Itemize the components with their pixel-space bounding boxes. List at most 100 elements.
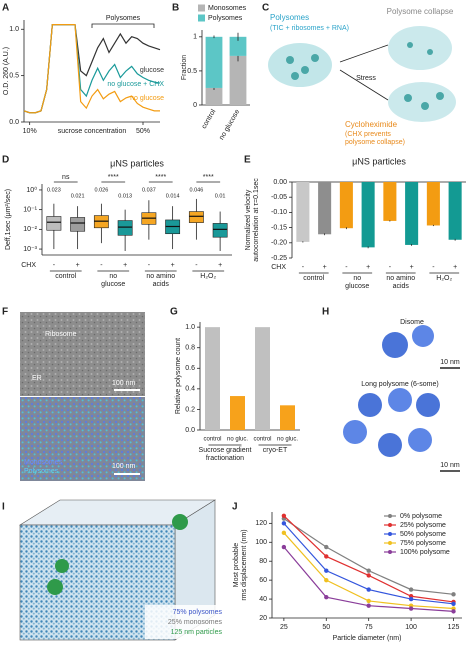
point [451,601,456,607]
bar [230,396,245,430]
x-tick-label: 10% [23,128,37,135]
x-tick-label: 50 [322,624,330,631]
significance: **** [203,174,214,181]
y-axis-label: Normalized velocity [245,189,252,250]
point [324,544,329,550]
legend-marker [388,550,392,554]
y-tick-label: 120 [255,520,267,527]
ribosome [421,102,429,110]
legend-label: Monosomes [208,5,247,12]
point [408,587,414,592]
y-tick-label: 0.0 [185,427,195,434]
annotation: Polysomes [106,15,141,22]
bar [318,182,332,235]
group-label: acids [153,281,170,288]
point [324,554,329,559]
chart-title: μNS particles [110,158,164,168]
ribosome-blob [382,332,408,358]
label: Polysomes [270,13,309,22]
chx-sign: - [148,262,151,269]
point [451,592,456,597]
chx-sign: - [389,264,392,271]
y-tick-label: 10⁰ [26,186,37,194]
point [366,598,371,604]
y-tick-label: -0.05 [271,194,287,201]
bar [296,182,310,242]
point [324,568,329,573]
group-label: Sucrose gradient [199,447,252,454]
legend-label: 25% monosomes [168,619,223,626]
collapsed-cluster [388,26,452,70]
y-tick-label: -0.20 [271,240,287,247]
label: Ribosome [45,331,77,338]
bar [280,405,295,430]
point [281,530,287,536]
bar [426,182,440,226]
panel-label: B [172,3,179,14]
ribosome-blob [388,388,412,412]
particle [55,559,69,573]
chx-label: CHX [21,262,36,269]
y-tick-label: 100 [255,539,267,546]
chx-sign: - [100,262,103,269]
y-axis-label: O.D. 260 (A.U.) [3,47,10,95]
panel-label: G [170,307,178,318]
x-tick-label: 25 [280,624,288,631]
panel-label: H [322,307,329,318]
significance: ns [62,174,70,181]
box [188,211,204,223]
scale-label: 10 nm [440,359,460,366]
label: Monosomes [24,459,63,466]
group-label: no [109,273,117,280]
y-tick-label: 0.8 [185,345,195,352]
ribosome-blob [343,420,367,444]
group-label: cryo-ET [263,447,288,454]
label: (TIC + ribosomes + RNA) [270,25,349,32]
legend-label: 0% polysome [400,513,442,520]
median-label: 0.014 [166,193,180,199]
chx-sign: + [410,264,414,271]
chx-sign: - [195,262,198,269]
ribosome [301,66,309,74]
panel-c: C Polysomes (TIC + ribosomes + RNA) Poly… [262,3,456,146]
median-label: 0.021 [71,193,85,199]
series-label: glucose [140,67,164,74]
panel-label: A [2,3,9,14]
ribosome [291,72,299,80]
x-tick-label: control [203,437,221,443]
scale-label: 10 nm [440,462,460,469]
point [366,603,371,608]
y-tick-label: 60 [259,577,267,584]
x-tick-label: no gluc. [277,437,298,443]
chx-sign: + [218,262,222,269]
legend-marker [388,541,392,545]
y-tick-label: 1.0 [9,26,19,33]
y-axis-label: Fraction [181,55,188,80]
bar [361,182,375,248]
y-tick-label: 20 [259,615,267,622]
legend-label: 75% polysome [400,540,446,547]
y-tick-label: 10⁻³ [23,246,37,253]
x-tick-label: 50% [136,128,150,135]
chx-sign: - [345,264,348,271]
bar [339,182,353,229]
median-label: 0.046 [189,187,203,193]
y-tick-label: 10⁻² [23,226,37,233]
bar [205,327,220,430]
y-tick-label: 0.00 [273,179,287,186]
chx-sign: - [302,264,305,271]
panel-label: E [244,155,251,166]
ribosome [286,56,294,64]
panel-label: D [2,155,9,166]
y-axis-label: Deff,1sec (μm²/sec) [5,189,12,250]
y-axis-label: Relative polysome count [175,338,182,414]
group-label: acids [393,283,410,290]
label: Cycloheximide [345,120,398,129]
chx-label: CHX [271,264,286,271]
label: ER [32,375,42,382]
arrow [339,44,389,63]
y-tick-label: -0.15 [271,224,287,231]
chx-sign: - [53,262,56,269]
y-tick-label: 0.0 [9,119,19,126]
